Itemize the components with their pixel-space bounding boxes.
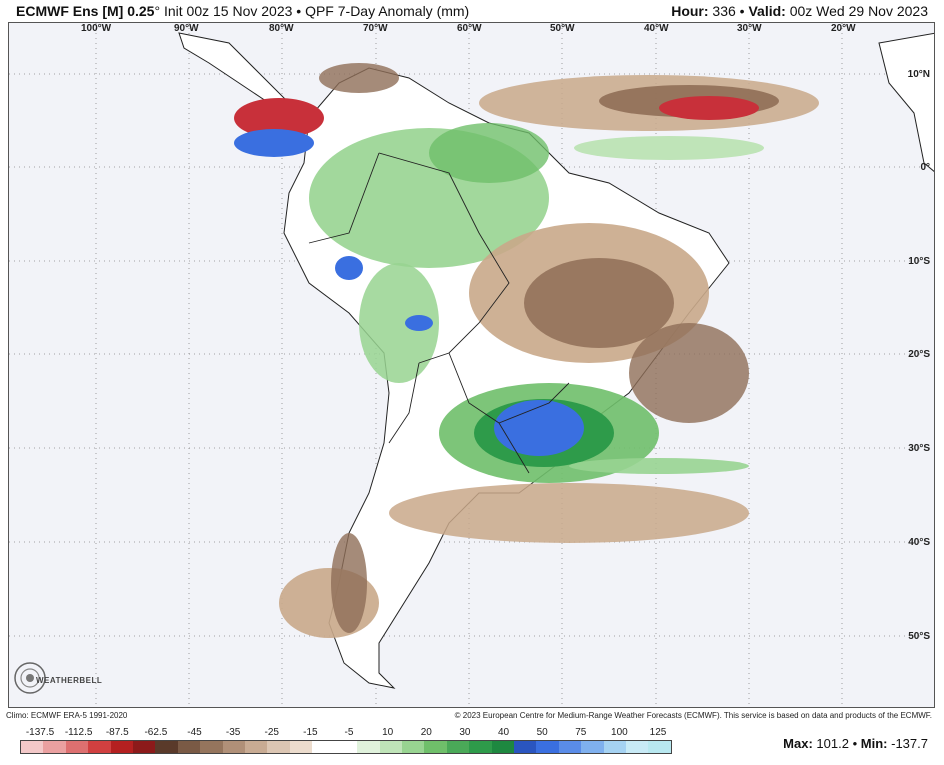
- lat-label-3: 10°S: [908, 256, 930, 267]
- lon-label-3: 80°W: [269, 23, 294, 34]
- colorbar-tick-label: -87.5: [105, 727, 129, 738]
- colorbar-swatch: [401, 741, 425, 753]
- anomaly-shading: [234, 63, 819, 638]
- max-min-stats: Max: 101.2 • Min: -137.7: [783, 736, 928, 751]
- swirl-icon: [14, 662, 46, 694]
- colorbar-tick-label: -35: [225, 727, 241, 738]
- colorbar-tick-label: 50: [536, 727, 548, 738]
- lon-label-5: 60°W: [457, 23, 482, 34]
- min-value: -137.7: [891, 736, 928, 751]
- colorbar-swatch: [43, 741, 66, 753]
- colorbar-swatch: [379, 741, 402, 753]
- hour-label: Hour:: [671, 3, 709, 19]
- lat-label-6: 40°S: [908, 537, 930, 548]
- lon-label-6: 50°W: [550, 23, 575, 34]
- colorbar-swatch: [536, 741, 559, 753]
- colorbar-swatch: [581, 741, 604, 753]
- map-graphic: [9, 23, 934, 707]
- valid-info: Hour: 336 • Valid: 00z Wed 29 Nov 2023: [671, 3, 928, 19]
- colorbar-tick-label: -112.5: [64, 727, 93, 738]
- colorbar-swatch: [469, 741, 492, 753]
- colorbar-swatch: [603, 741, 626, 753]
- colorbar-swatch: [446, 741, 470, 753]
- colorbar-swatch: [513, 741, 537, 753]
- lon-label-7: 40°W: [644, 23, 669, 34]
- climo-note: Climo: ECMWF ERA-5 1991-2020: [6, 711, 128, 720]
- colorbar-tick-label: -45: [187, 727, 202, 738]
- map-title: ECMWF Ens [M] 0.25° Init 00z 15 Nov 2023…: [16, 3, 469, 19]
- colorbar-tick-label: -137.5: [25, 727, 55, 738]
- hour-value: 336: [712, 3, 736, 19]
- colorbar-tick-label: 20: [420, 727, 432, 738]
- colorbar-tick-label: -15: [303, 727, 318, 738]
- forecast-map: 100°W 90°W 80°W 70°W 60°W 50°W 40°W 30°W…: [8, 22, 935, 708]
- degree-symbol: °: [154, 3, 161, 19]
- colorbar-tick-label: 40: [497, 727, 510, 738]
- colorbar-swatch: [155, 741, 178, 753]
- max-label: Max:: [783, 736, 813, 751]
- valid-label: Valid:: [748, 3, 786, 19]
- colorbar-swatch: [491, 741, 514, 753]
- min-label: Min:: [860, 736, 888, 751]
- init-time: Init 00z 15 Nov 2023: [163, 3, 293, 19]
- colorbar-swatch: [222, 741, 246, 753]
- lat-label-7: 50°S: [908, 631, 930, 642]
- colorbar-swatch: [312, 741, 335, 753]
- colorbar-tick-label: 100: [611, 727, 628, 738]
- colorbar-tick-label: -25: [264, 727, 279, 738]
- lon-label-2: 90°W: [174, 23, 199, 34]
- copyright-note: © 2023 European Centre for Medium-Range …: [454, 711, 932, 720]
- colorbar-tick-label: 75: [575, 727, 587, 738]
- valid-value: 00z Wed 29 Nov 2023: [789, 3, 928, 19]
- colorbar-swatch: [625, 741, 649, 753]
- stats-separator: •: [852, 736, 858, 751]
- country-borders: [308, 152, 570, 474]
- lat-label-4: 20°S: [908, 349, 930, 360]
- lon-label-9: 20°W: [831, 23, 856, 34]
- colorbar-swatch: [65, 741, 89, 753]
- logo-text: WEATHERBELL: [36, 676, 103, 685]
- colorbar-swatch: [133, 741, 156, 753]
- colorbar-swatch: [648, 741, 671, 753]
- valid-separator: •: [739, 3, 745, 19]
- title-separator: •: [296, 3, 302, 19]
- model-name: ECMWF Ens [M] 0.25: [16, 3, 155, 19]
- colorbar-swatch: [21, 741, 44, 753]
- colorbar-tick-label: 30: [459, 727, 471, 738]
- colorbar-swatch: [177, 741, 201, 753]
- lat-label-1: 10°N: [907, 69, 930, 80]
- colorbar-swatch: [424, 741, 447, 753]
- colorbar-swatch: [200, 741, 223, 753]
- lat-label-5: 30°S: [908, 443, 930, 454]
- colorbar: [20, 740, 672, 754]
- lon-label-1: 100°W: [81, 23, 112, 34]
- africa-coast: [878, 32, 934, 172]
- colorbar-swatch: [245, 741, 268, 753]
- colorbar-swatch: [289, 741, 313, 753]
- colorbar-swatch: [267, 741, 290, 753]
- colorbar-swatch: [334, 741, 358, 753]
- colorbar-swatch: [558, 741, 582, 753]
- colorbar-tick-label: 125: [649, 727, 667, 738]
- lat-label-2: 0°: [920, 162, 930, 173]
- colorbar-swatch: [357, 741, 380, 753]
- colorbar-tick-label: -5: [344, 727, 354, 738]
- max-value: 101.2: [816, 736, 849, 751]
- lon-label-4: 70°W: [363, 23, 388, 34]
- colorbar-swatch: [110, 741, 134, 753]
- colorbar-tick-label: 10: [382, 727, 394, 738]
- colorbar-swatch: [88, 741, 111, 753]
- header: ECMWF Ens [M] 0.25° Init 00z 15 Nov 2023…: [0, 0, 944, 22]
- lon-label-8: 30°W: [737, 23, 762, 34]
- colorbar-tick-label: -62.5: [144, 727, 168, 738]
- weatherbell-logo: WEATHERBELL: [10, 658, 102, 698]
- product-name: QPF 7-Day Anomaly (mm): [305, 3, 470, 19]
